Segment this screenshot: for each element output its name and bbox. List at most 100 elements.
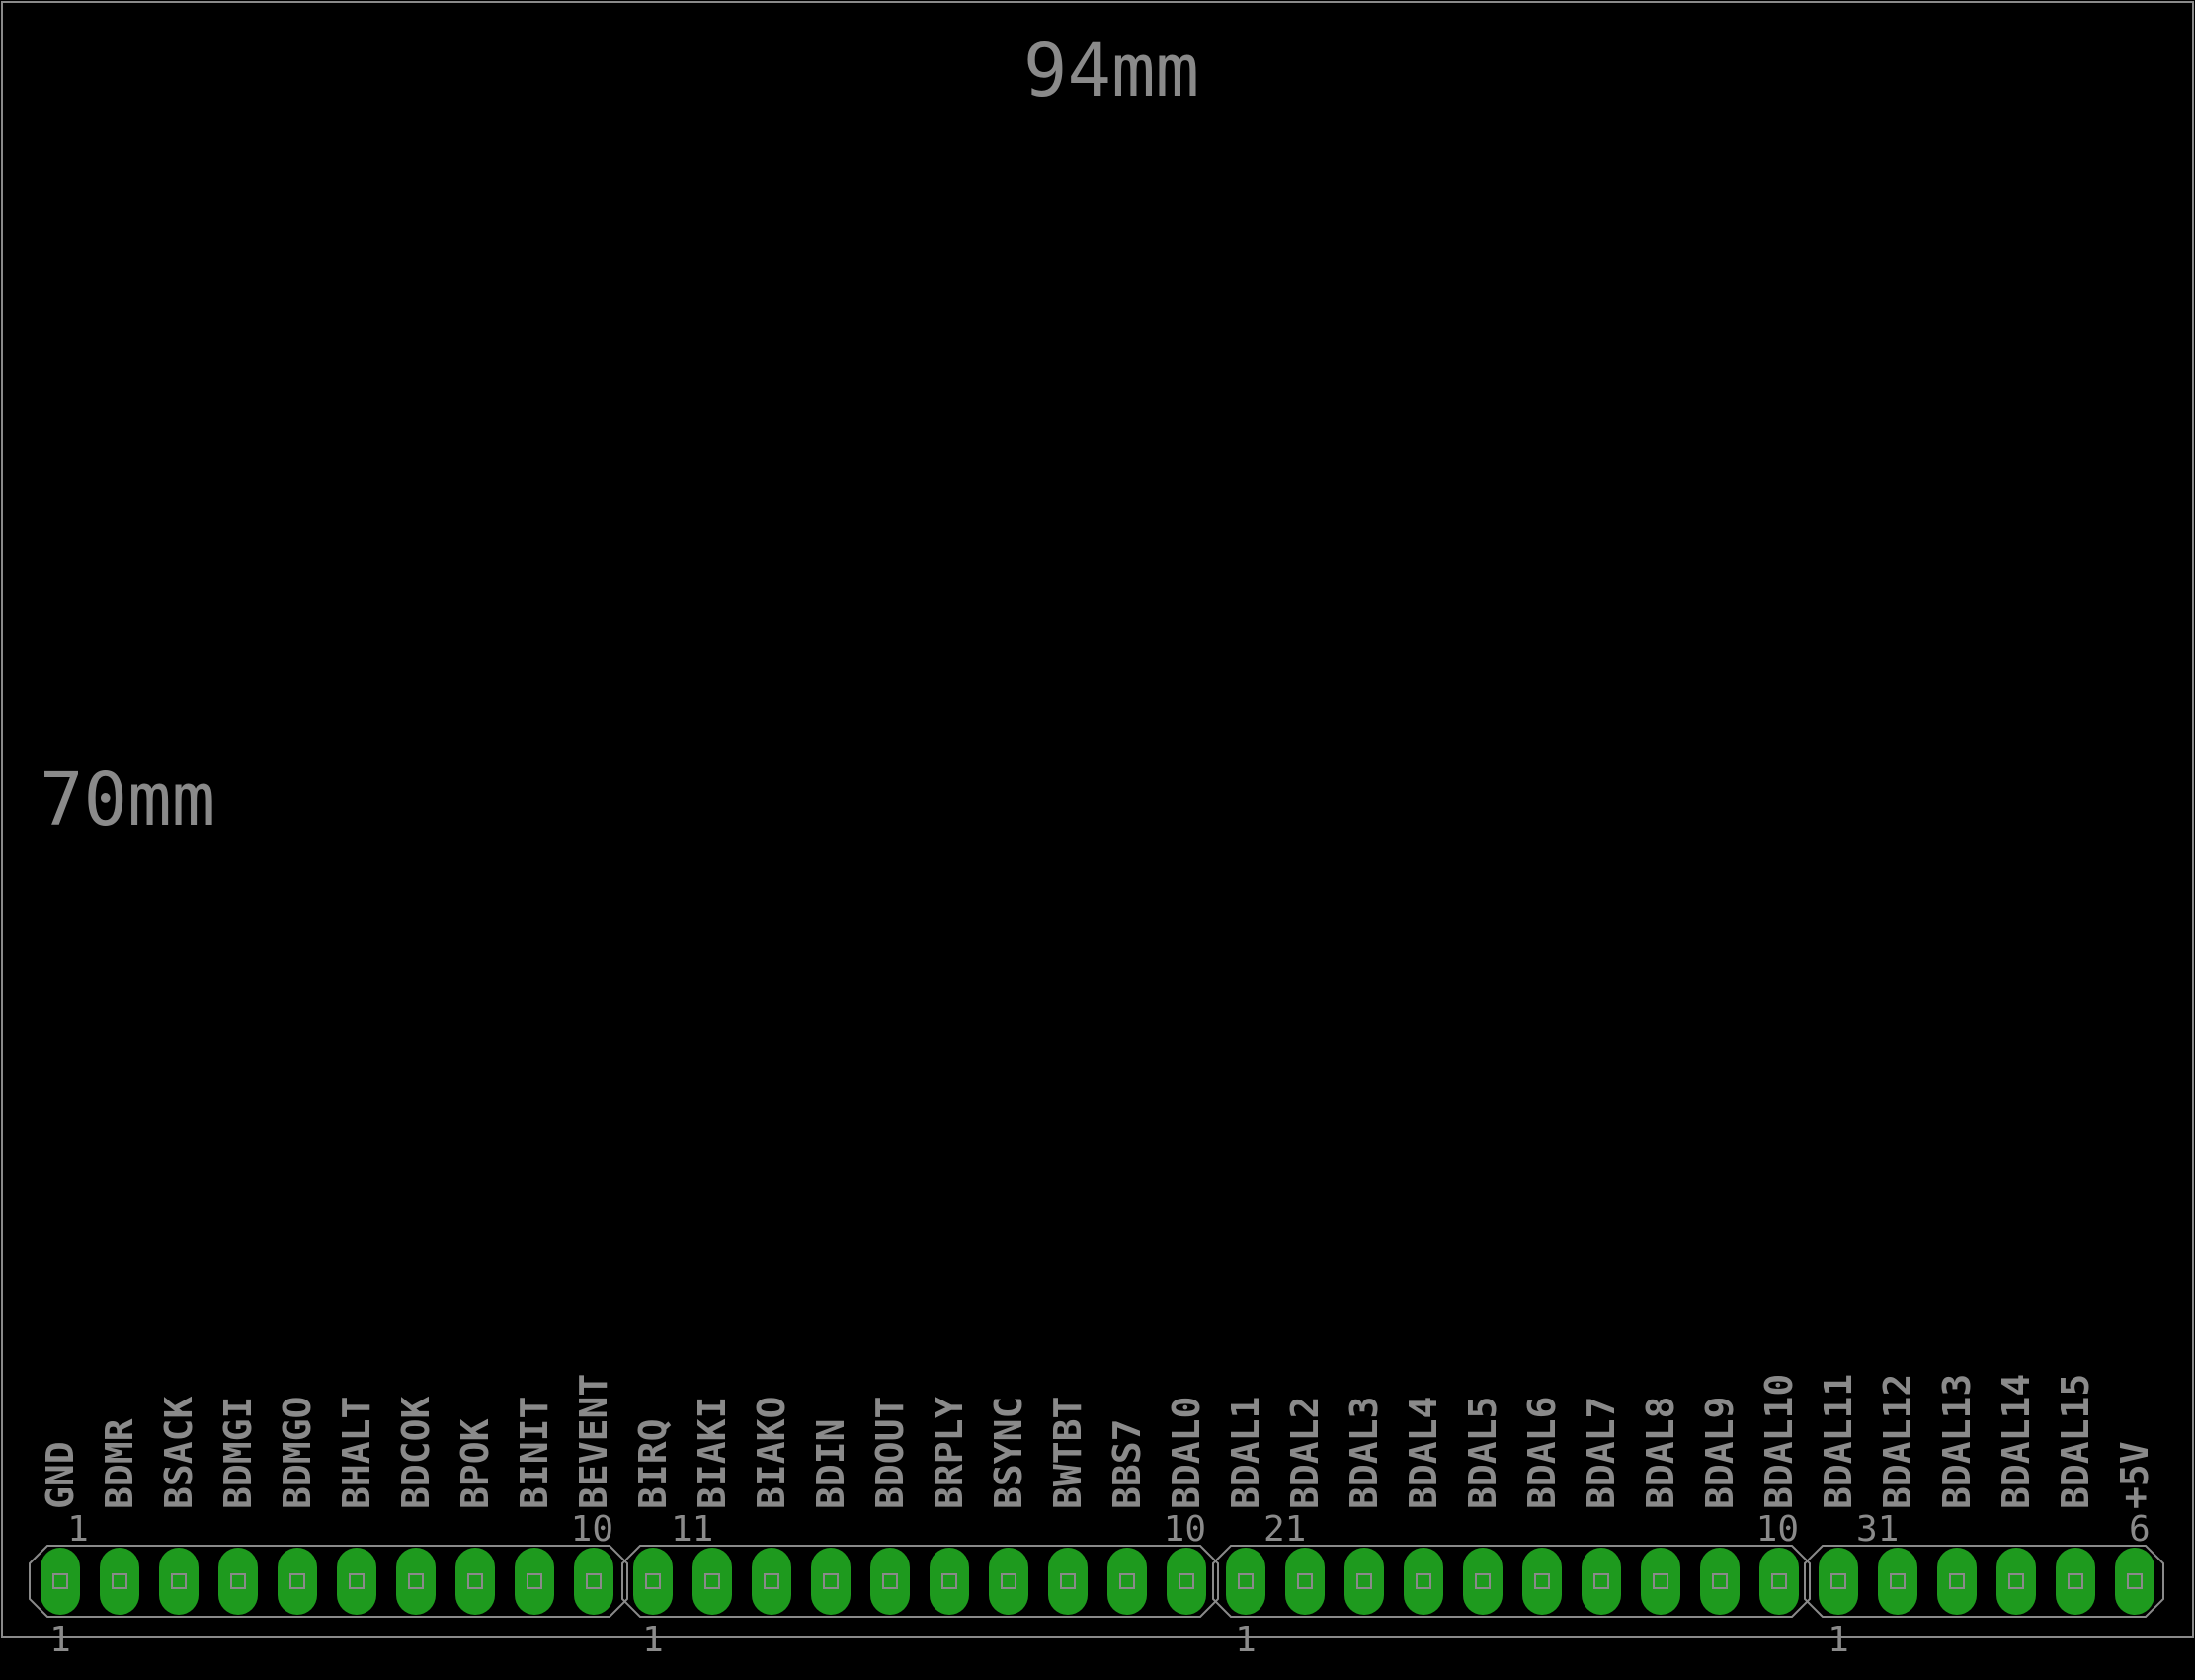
signal-label: BDAL15 [2054,1374,2097,1509]
pad-hole [1179,1573,1194,1589]
signal-label: BDOUT [868,1397,912,1509]
header-outline [621,1545,1219,1618]
pad [515,1548,554,1615]
pin-header-4: 31 6 1 BDAL11 BDAL12 BDAL13 BDAL14 BDAL15 +5V [1804,1374,2164,1660]
signal-label: BBS7 [1105,1418,1149,1509]
pin-start-number: 1 [67,1509,89,1550]
signal-label: BEVENT [572,1374,615,1509]
pad [1344,1548,1384,1615]
signal-label: BPOK [453,1418,497,1509]
pin-end-number: 10 [571,1509,613,1550]
pad [1878,1548,1917,1615]
signal-label: BDAL4 [1402,1397,1445,1509]
pad-hole [289,1573,305,1589]
signal-label: +5V [2113,1441,2156,1509]
pad [1167,1548,1206,1615]
signal-label: BDAL0 [1165,1397,1208,1509]
pad-hole [1416,1573,1431,1589]
board-outline [1,1,2194,1638]
pad [633,1548,673,1615]
pad [1463,1548,1503,1615]
signal-label: BWTBT [1046,1397,1090,1509]
signal-label: BDAL12 [1876,1374,1919,1509]
pad [1641,1548,1680,1615]
pad-hole [2068,1573,2083,1589]
pad-hole [1356,1573,1372,1589]
pad-hole [1712,1573,1728,1589]
pad-hole [1593,1573,1609,1589]
signal-label: BDAL2 [1283,1397,1327,1509]
pad-hole [1890,1573,1906,1589]
pad-hole [1001,1573,1016,1589]
pin-start-number: 11 [671,1509,713,1550]
pad [2056,1548,2095,1615]
pad [1048,1548,1088,1615]
signal-label: BDCOK [394,1396,438,1509]
pin-end-number: 10 [1164,1509,1206,1550]
pad [159,1548,199,1615]
pad-hole [764,1573,779,1589]
signal-label: BSACK [157,1396,201,1509]
pad-hole [941,1573,957,1589]
pad-hole [349,1573,365,1589]
pad-hole [1475,1573,1491,1589]
pad [100,1548,139,1615]
pad [1582,1548,1621,1615]
signal-label: BDAL9 [1698,1397,1742,1509]
pad-hole [408,1573,424,1589]
pad [1819,1548,1858,1615]
signal-label: BDMGI [216,1397,260,1509]
signal-label: GND [39,1441,82,1509]
pad [278,1548,317,1615]
signal-label: BDMGO [276,1397,319,1509]
header-outline [1804,1545,2164,1618]
pad-hole [171,1573,187,1589]
signal-label: BDAL13 [1935,1374,1979,1509]
pad [692,1548,732,1615]
pin-header-3: 21 10 1 BDAL1 BDAL2 BDAL3 BDAL4 BDAL5 BDAL6 BDAL7… [1212,1374,1811,1660]
signal-label: BIAKO [750,1397,793,1509]
width-dimension-label: 94mm [1023,29,1199,114]
signal-label: BDMR [98,1418,141,1509]
signal-label: BDAL11 [1817,1374,1860,1509]
pad-hole [2127,1573,2143,1589]
pad [1759,1548,1799,1615]
header-outline [29,1545,628,1618]
pin-start-number: 31 [1856,1509,1899,1550]
signal-label: BDAL5 [1461,1397,1504,1509]
signal-label: BRPLY [928,1396,971,1509]
pad-hole [704,1573,720,1589]
pad-hole [52,1573,68,1589]
pad [574,1548,613,1615]
signal-label: BHALT [335,1397,378,1509]
signal-label: BINIT [513,1397,556,1509]
connector-ref-label: 1 [1235,1620,1257,1660]
pad [1107,1548,1147,1615]
pad [1226,1548,1265,1615]
pad [870,1548,910,1615]
pin-start-number: 21 [1263,1509,1306,1550]
pad [1404,1548,1443,1615]
pad [1285,1548,1325,1615]
pin-end-number: 10 [1756,1509,1799,1550]
pad [218,1548,258,1615]
pad-hole [467,1573,483,1589]
signal-label: BDIN [809,1418,853,1509]
pad-hole [230,1573,246,1589]
pad-hole [882,1573,898,1589]
signal-label: BDAL3 [1342,1397,1386,1509]
pad-hole [1297,1573,1313,1589]
pin-end-number: 6 [2129,1509,2151,1550]
connector-ref-label: 1 [642,1620,664,1660]
signal-label: BDAL10 [1757,1374,1801,1509]
pad-hole [1119,1573,1135,1589]
signal-label: BIAKI [691,1397,734,1509]
pad [752,1548,791,1615]
signal-label: BIRQ [631,1418,675,1509]
pad-hole [586,1573,602,1589]
pad-hole [1534,1573,1550,1589]
pad-hole [1771,1573,1787,1589]
